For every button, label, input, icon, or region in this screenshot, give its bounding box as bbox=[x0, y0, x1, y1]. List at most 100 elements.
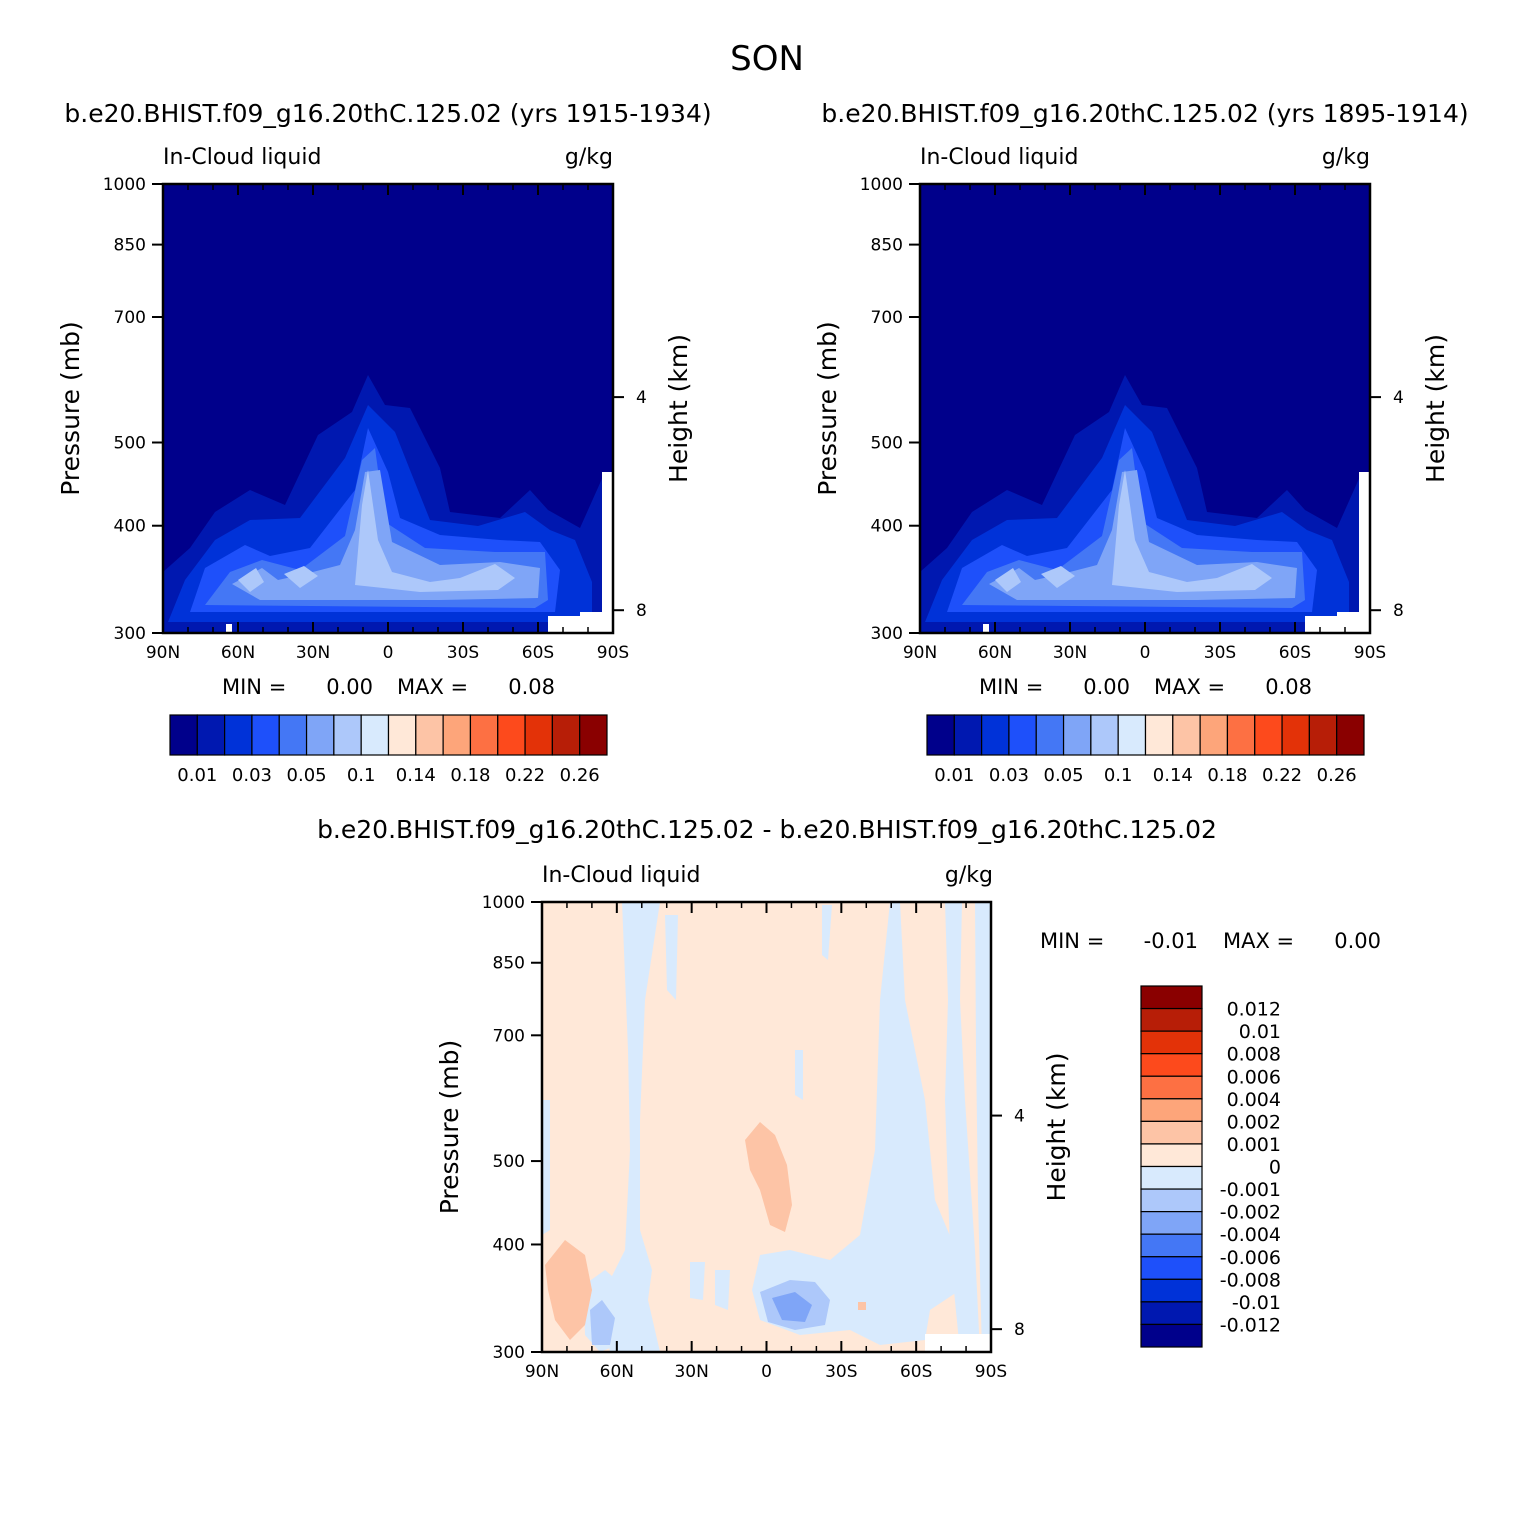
panel-1-axes: 90N 60N 30N 0 30S 60S 90S 300 400 500 700 850 1000 8 4… bbox=[56, 175, 693, 663]
colorbar-label: -0.006 bbox=[1220, 1247, 1281, 1269]
panel-1-x-tick-label: 30N bbox=[296, 643, 330, 663]
colorbar-label: 0.22 bbox=[505, 765, 545, 786]
panel-3-x-tick-label: 30S bbox=[825, 1362, 857, 1382]
panel-3-y-right-tick-label: 8 bbox=[1014, 1320, 1025, 1340]
panel-2-x-tick-label: 30S bbox=[1204, 643, 1236, 663]
colorbar-swatch bbox=[333, 714, 362, 756]
panel-3-y-tick-label: 850 bbox=[493, 954, 525, 974]
panel-3-title: b.e20.BHIST.f09_g16.20thC.125.02 - b.e20… bbox=[317, 815, 1217, 844]
colorbar-swatch bbox=[224, 714, 253, 756]
colorbar-label: -0.004 bbox=[1220, 1224, 1281, 1246]
panel-3-x-tick-label: 90S bbox=[975, 1362, 1007, 1382]
panel-2-max-value: 0.08 bbox=[1265, 675, 1312, 699]
panel-1-y-right-tick-label: 4 bbox=[636, 388, 647, 408]
panel-2-y-right-tick-label: 4 bbox=[1393, 388, 1404, 408]
panel-2-y-tick-label: 300 bbox=[871, 624, 903, 644]
colorbar-swatch bbox=[442, 714, 472, 756]
colorbar-swatch bbox=[415, 714, 444, 756]
colorbar-swatch bbox=[1140, 985, 1203, 1010]
panel-1-y-tick-label: 400 bbox=[114, 517, 146, 537]
colorbar-label: 0.012 bbox=[1227, 999, 1281, 1021]
colorbar-label: 0 bbox=[1269, 1157, 1281, 1179]
panel-3-y-axis-label: Pressure (mb) bbox=[435, 1040, 464, 1214]
figure-title: SON bbox=[730, 39, 804, 79]
panel-2-y-tick-label: 500 bbox=[871, 433, 903, 453]
panel-1-x-tick-label: 30S bbox=[447, 643, 479, 663]
panel-3-contours bbox=[542, 902, 991, 1352]
panel-1: b.e20.BHIST.f09_g16.20thC.125.02 (yrs 19… bbox=[56, 99, 712, 786]
colorbar-label: 0.006 bbox=[1227, 1066, 1281, 1088]
panel-1-min-label: MIN = bbox=[222, 675, 286, 699]
colorbar-swatch bbox=[1140, 1188, 1203, 1213]
colorbar-swatch bbox=[551, 714, 581, 756]
colorbar-swatch bbox=[981, 714, 1010, 756]
panel-1-max-value: 0.08 bbox=[508, 675, 555, 699]
colorbar-swatch bbox=[1140, 1233, 1203, 1258]
panel-1-x-tick-label: 90N bbox=[146, 643, 180, 663]
colorbar-label: -0.002 bbox=[1220, 1202, 1281, 1224]
panel-1-y-tick-label: 850 bbox=[114, 236, 146, 256]
panel-3-x-tick-label: 0 bbox=[761, 1362, 772, 1382]
colorbar-label: 0.004 bbox=[1227, 1089, 1281, 1111]
colorbar-label: 0.01 bbox=[934, 765, 974, 786]
panel-3-x-tick-label: 60N bbox=[600, 1362, 634, 1382]
panel-1-y-right-tick-label: 8 bbox=[636, 601, 647, 621]
colorbar-label: 0.1 bbox=[1104, 765, 1133, 786]
panel-1-min-value: 0.00 bbox=[326, 675, 373, 699]
panel-1-y-tick-label: 500 bbox=[114, 433, 146, 453]
colorbar-swatch bbox=[1140, 1301, 1203, 1326]
panel-1-colorbar: 0.01 0.03 0.05 0.1 0.14 0.18 0.22 0.26 bbox=[169, 714, 608, 786]
colorbar-swatch bbox=[251, 714, 280, 756]
colorbar-label: 0.05 bbox=[287, 765, 327, 786]
colorbar-swatch bbox=[1336, 714, 1365, 756]
panel-1-x-tick-label: 0 bbox=[383, 643, 394, 663]
panel-2-y-tick-label: 850 bbox=[871, 236, 903, 256]
panel-2: b.e20.BHIST.f09_g16.20thC.125.02 (yrs 18… bbox=[813, 99, 1469, 786]
colorbar-swatch bbox=[1140, 1165, 1203, 1190]
panel-2-title: b.e20.BHIST.f09_g16.20thC.125.02 (yrs 18… bbox=[821, 99, 1468, 128]
panel-1-max-label: MAX = bbox=[397, 675, 468, 699]
colorbar-swatch bbox=[497, 714, 526, 756]
panel-2-y-tick-label: 400 bbox=[871, 517, 903, 537]
panel-3-y-tick-label: 1000 bbox=[482, 893, 525, 913]
panel-3: b.e20.BHIST.f09_g16.20thC.125.02 - b.e20… bbox=[317, 815, 1381, 1382]
colorbar-swatch bbox=[1140, 1211, 1203, 1235]
colorbar-swatch bbox=[469, 714, 499, 756]
panel-2-axes: 90N 60N 30N 0 30S 60S 90S 300 400 500 700 850 1000 8 4… bbox=[813, 175, 1450, 663]
colorbar-label: 0.1 bbox=[347, 765, 376, 786]
panel-3-colorbar: 0.0120.010.0080.0060.0040.0020.0010-0.00… bbox=[1140, 985, 1281, 1348]
colorbar-swatch bbox=[579, 714, 608, 756]
panel-1-title: b.e20.BHIST.f09_g16.20thC.125.02 (yrs 19… bbox=[64, 99, 711, 128]
colorbar-label: 0.26 bbox=[1317, 765, 1357, 786]
colorbar-swatch bbox=[1140, 1098, 1203, 1122]
panel-3-min-value: -0.01 bbox=[1144, 929, 1198, 953]
panel-1-contours bbox=[163, 184, 613, 633]
colorbar-label: 0.03 bbox=[232, 765, 272, 786]
panel-2-y-right-tick-label: 8 bbox=[1393, 601, 1404, 621]
colorbar-label: -0.01 bbox=[1232, 1292, 1281, 1314]
panel-3-x-tick-label: 30N bbox=[674, 1362, 708, 1382]
panel-2-y-right-axis-label: Height (km) bbox=[1421, 334, 1450, 483]
panel-2-contours bbox=[920, 184, 1370, 633]
colorbar-swatch bbox=[360, 714, 390, 756]
colorbar-label: 0.008 bbox=[1227, 1044, 1281, 1066]
colorbar-label: -0.001 bbox=[1220, 1179, 1281, 1201]
colorbar-swatch bbox=[926, 714, 955, 756]
colorbar-swatch bbox=[1140, 1053, 1203, 1077]
colorbar-label: 0.14 bbox=[396, 765, 436, 786]
panel-2-max-label: MAX = bbox=[1154, 675, 1225, 699]
panel-1-y-axis-label: Pressure (mb) bbox=[56, 321, 85, 495]
colorbar-label: 0.18 bbox=[450, 765, 490, 786]
panel-3-units: g/kg bbox=[945, 863, 993, 888]
panel-1-y-tick-label: 300 bbox=[114, 624, 146, 644]
panel-3-max-label: MAX = bbox=[1223, 929, 1294, 953]
panel-3-y-tick-label: 700 bbox=[493, 1026, 525, 1046]
colorbar-swatch bbox=[1090, 714, 1119, 756]
colorbar-swatch bbox=[1140, 1120, 1203, 1145]
panel-1-units: g/kg bbox=[565, 145, 613, 170]
panel-3-y-tick-label: 300 bbox=[493, 1343, 525, 1363]
panel-1-y-tick-label: 1000 bbox=[103, 175, 146, 195]
colorbar-label: 0.01 bbox=[177, 765, 217, 786]
colorbar-swatch bbox=[1140, 1030, 1203, 1055]
